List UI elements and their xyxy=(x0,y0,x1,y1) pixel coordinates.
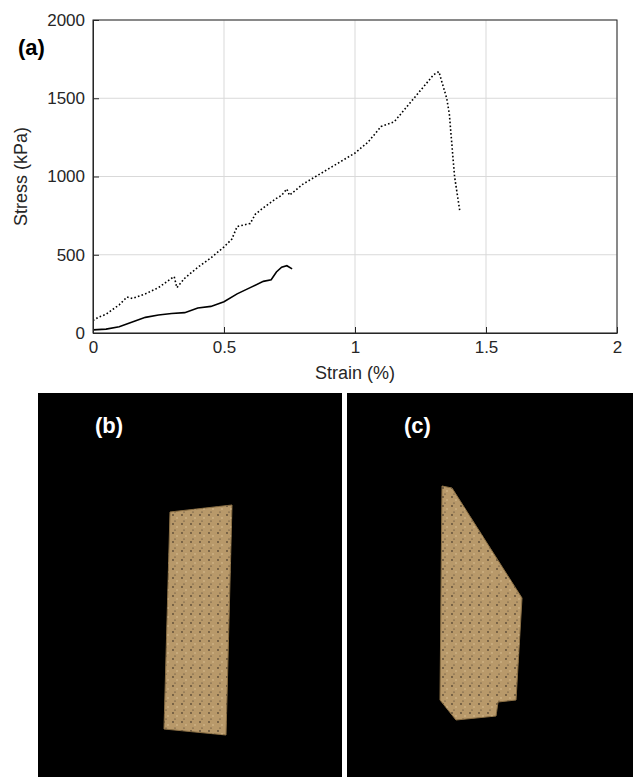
grid-line-y xyxy=(93,98,617,99)
y-tick-label: 0 xyxy=(76,324,85,343)
y-tick-mark xyxy=(93,20,99,21)
x-tick: 1 xyxy=(351,327,360,357)
y-tick-label: 2000 xyxy=(47,11,85,30)
rock-texture xyxy=(164,505,232,735)
rock-sample xyxy=(164,505,232,735)
x-axis-title: Strain (%) xyxy=(315,363,395,383)
x-tick-mark xyxy=(355,327,356,333)
y-axis: 0 500 1000 1500 2000 xyxy=(47,11,99,343)
y-tick: 2000 xyxy=(47,11,99,30)
figure: 0 0.5 1 1.5 2 0 500 1000 1500 2000 Strain (%) Stres… xyxy=(0,0,633,777)
y-tick: 1500 xyxy=(47,89,99,108)
y-tick-mark xyxy=(93,333,99,334)
y-tick-label: 500 xyxy=(57,246,85,265)
rock-texture xyxy=(440,486,522,720)
y-axis-title: Stress (kPa) xyxy=(11,127,31,226)
y-tick: 0 xyxy=(76,324,99,343)
grid-line-y xyxy=(93,176,617,177)
x-axis: 0 0.5 1 1.5 2 xyxy=(89,327,622,357)
x-tick-mark xyxy=(617,327,618,333)
y-tick: 500 xyxy=(57,246,99,265)
x-tick: 2 xyxy=(613,327,622,357)
grid-line-y xyxy=(93,254,617,255)
x-tick-label: 1.5 xyxy=(475,338,499,357)
plot-background xyxy=(93,20,617,333)
photo-background xyxy=(38,393,342,777)
series-line xyxy=(93,72,460,321)
y-tick-mark xyxy=(93,177,99,178)
x-tick-label: 0.5 xyxy=(213,338,237,357)
x-tick-label: 2 xyxy=(613,338,622,357)
y-tick-label: 1500 xyxy=(47,89,85,108)
x-tick-label: 0 xyxy=(89,338,98,357)
x-tick-mark xyxy=(486,327,487,333)
x-tick-label: 1 xyxy=(351,338,360,357)
y-tick-label: 1000 xyxy=(47,167,85,186)
photo-panel: (c) xyxy=(347,393,633,777)
x-tick: 0.5 xyxy=(213,327,237,357)
panel-label: (a) xyxy=(18,35,45,60)
photo-panel: (b) xyxy=(38,393,342,777)
series-line xyxy=(93,266,292,330)
y-tick-mark xyxy=(93,255,99,256)
plot-frame xyxy=(93,20,617,333)
rock-sample xyxy=(440,486,522,720)
plot: 0 0.5 1 1.5 2 0 500 1000 1500 2000 xyxy=(47,11,622,357)
x-axis-line xyxy=(94,333,618,334)
photo-background xyxy=(347,393,633,777)
grid xyxy=(93,20,617,333)
y-tick-mark xyxy=(93,98,99,99)
panel-label: (b) xyxy=(95,413,123,438)
x-tick-mark xyxy=(224,327,225,333)
lines xyxy=(93,72,460,330)
y-tick: 1000 xyxy=(47,167,99,186)
x-tick: 1.5 xyxy=(475,327,499,357)
panel-label: (c) xyxy=(404,413,431,438)
